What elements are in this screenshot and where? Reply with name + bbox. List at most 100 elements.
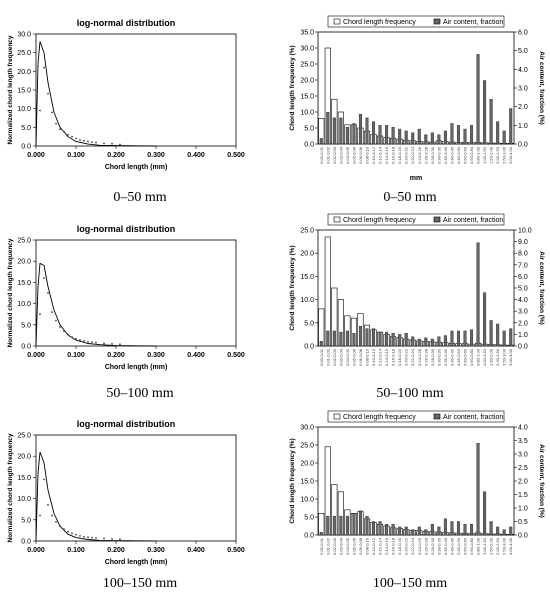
y-tick-label: 10.0: [17, 496, 31, 503]
bar-air-content: [424, 134, 428, 145]
x-category-label: 1.50-2.00: [489, 146, 494, 164]
data-point: [51, 311, 53, 313]
bar-air-content: [483, 80, 487, 145]
x-category-label: 0.30-0.35: [436, 537, 441, 555]
data-point: [71, 532, 73, 535]
data-point: [47, 92, 49, 95]
bar-air-content: [509, 328, 513, 347]
bar-air-content: [326, 515, 330, 536]
bar-air-content: [483, 292, 487, 347]
data-point: [103, 537, 105, 540]
bar-air-content: [404, 130, 408, 145]
bar-air-content: [411, 529, 415, 536]
y-left-axis-label: Chord length frequency (%): [289, 245, 296, 330]
y-tick-label: 25.0: [17, 238, 31, 245]
x-category-label: 0.06-0.08: [358, 537, 363, 555]
bar-air-content: [417, 338, 421, 347]
x-category-label: 0.04-0.05: [345, 537, 350, 555]
bar-air-content: [372, 328, 376, 347]
bar-chord-frequency: [318, 513, 325, 536]
y-left-tick-label: 15.0: [300, 479, 314, 486]
bar-air-content: [378, 521, 382, 536]
bar-air-content: [365, 328, 369, 347]
x-category-label: 0.08-0.10: [365, 146, 370, 164]
y-right-tick-label: 2.0: [518, 479, 528, 486]
bar-air-content: [332, 515, 336, 536]
x-axis-label: Chord length (mm): [105, 559, 168, 566]
bar-air-content: [365, 515, 369, 536]
bar-air-content: [398, 526, 402, 536]
bar-air-content: [476, 443, 480, 536]
x-category-label: 0.16-0.18: [391, 348, 396, 366]
legend-swatch-air: [433, 18, 441, 25]
caption-right-2: 50–100 mm: [376, 386, 444, 401]
x-category-label: 0.02-0.03: [332, 146, 337, 164]
x-tick-label: 0.400: [187, 547, 205, 554]
bar-air-content: [345, 330, 349, 347]
bar-air-content: [437, 336, 441, 347]
y-tick-label: 5.0: [21, 125, 31, 132]
bar-air-content: [470, 125, 474, 145]
y-right-axis-label: Air content, fraction (%): [538, 51, 545, 125]
x-category-label: 0.18-0.20: [397, 537, 402, 555]
x-category-label: 0.12-0.14: [378, 537, 383, 555]
x-category-label: 0.22-0.24: [410, 537, 415, 555]
bar-air-content: [417, 526, 421, 536]
x-category-label: 1.50-2.00: [489, 537, 494, 555]
data-point: [91, 141, 93, 144]
data-point: [51, 111, 53, 114]
x-axis-label: Chord length (mm): [105, 364, 168, 371]
x-category-label: 0.45-0.50: [456, 348, 461, 366]
x-axis-label: Chord length (mm): [105, 164, 168, 171]
x-category-label: 0.14-0.16: [384, 146, 389, 164]
legend-box: [327, 15, 505, 28]
x-category-label: 0.50-0.60: [463, 537, 468, 555]
data-point: [55, 319, 57, 322]
caption-left-1: 0–50 mm: [113, 190, 167, 205]
bar-air-content: [339, 117, 343, 145]
x-category-label: 0.30-0.35: [436, 146, 441, 164]
y-left-tick-label: 25.0: [300, 443, 314, 450]
bar-air-content: [496, 526, 500, 536]
y-left-tick-label: 0.0: [304, 142, 314, 149]
x-category-label: 0.40-0.45: [449, 348, 454, 366]
y-tick-label: 5.0: [21, 517, 31, 524]
bar-air-content: [437, 526, 441, 536]
legend-swatch-air: [433, 216, 441, 223]
data-point: [83, 535, 85, 538]
x-category-label: 1.50-2.00: [489, 348, 494, 366]
histogram-chart-1-svg: Chord length frequency Air content, fract…: [289, 15, 545, 182]
x-category-label: 0.05-0.06: [351, 537, 356, 555]
x-tick-label: 0.300: [147, 547, 165, 554]
x-category-label: 0.14-0.16: [384, 537, 389, 555]
y-tick-label: 30.0: [17, 32, 31, 39]
x-category-label: 0.08-0.10: [365, 348, 370, 366]
y-right-tick-label: 5.0: [518, 48, 528, 55]
data-point: [87, 536, 89, 539]
x-category-label: 0.22-0.24: [410, 348, 415, 366]
y-right-axis-label: Air content, fraction (%): [538, 444, 545, 518]
bar-air-content: [391, 333, 395, 347]
lognormal-chart-3-svg: log-normal distribution 0.0 5.0 10.0 15.0 20.…: [7, 419, 245, 566]
data-point: [39, 313, 41, 316]
data-point: [67, 133, 69, 136]
bar-air-content: [509, 108, 513, 145]
data-point: [111, 142, 113, 145]
y-right-tick-label: 1.0: [518, 123, 528, 130]
x-category-label: 0.02-0.03: [332, 348, 337, 366]
y-left-tick-label: 30.0: [300, 425, 314, 432]
x-category-label: 0.20-0.22: [404, 348, 409, 366]
x-category-label: 0.16-0.18: [391, 537, 396, 555]
y-left-tick-label: 15.0: [300, 94, 314, 101]
legend-box: [327, 213, 505, 226]
bar-air-content: [352, 123, 356, 145]
y-right-tick-label: 5.0: [518, 286, 528, 293]
data-point: [55, 521, 57, 523]
bar-air-content: [352, 513, 356, 536]
legend-label-air: Air content, fraction: [443, 19, 503, 26]
y-left-tick-label: 10.0: [300, 110, 314, 117]
y-tick-label: 25.0: [17, 433, 31, 440]
x-category-label: 0.26-0.28: [423, 537, 428, 555]
x-category-label: 3.00-4.00: [508, 146, 513, 164]
x-category-label: 0.14-0.16: [384, 348, 389, 366]
